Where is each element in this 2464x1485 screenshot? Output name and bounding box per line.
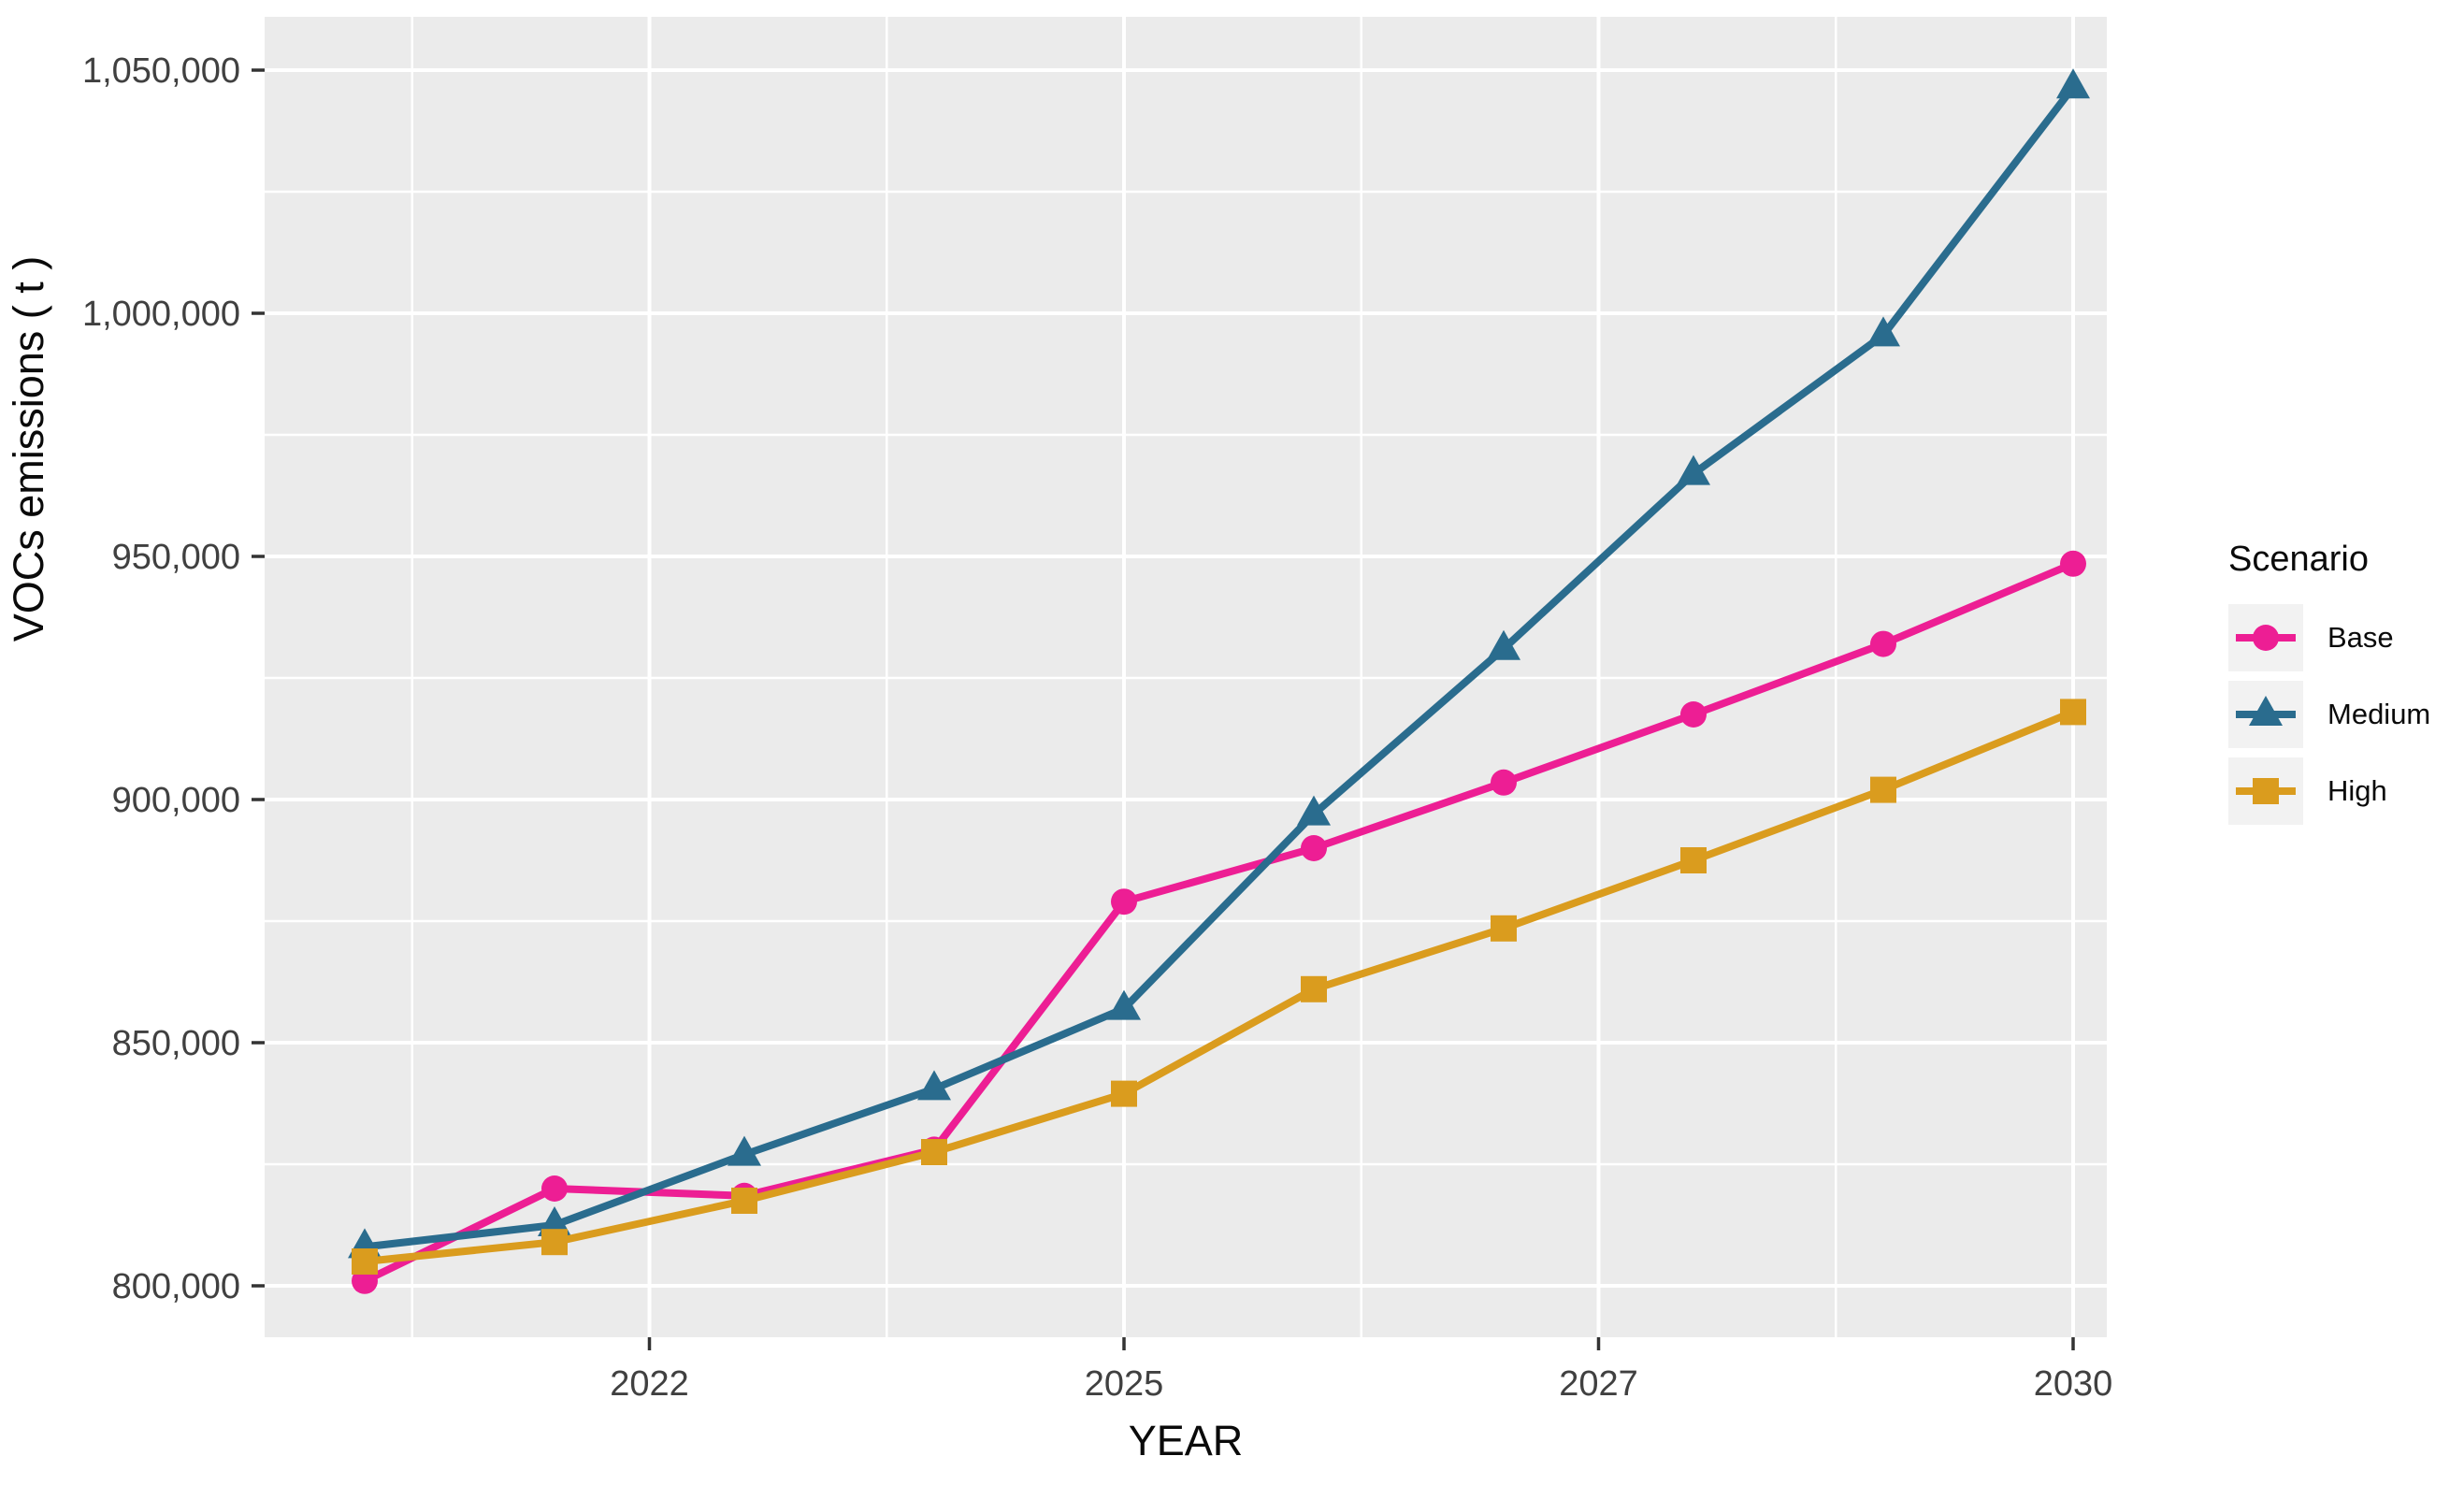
legend-key-circle-icon <box>2228 604 2303 671</box>
y-tick-label: 1,000,000 <box>82 295 240 334</box>
data-point-high-2028 <box>1680 847 1707 873</box>
data-point-high-2021 <box>352 1248 378 1275</box>
axis-tick-labels: 2022 2025 2027 2030 800,000 850,000 900,000 950… <box>82 51 2112 1404</box>
x-tick-label: 2025 <box>1085 1364 1164 1404</box>
y-tick-label: 800,000 <box>112 1267 240 1306</box>
data-point-medium-2030 <box>2056 68 2090 99</box>
legend-triangle-marker <box>2249 696 2283 726</box>
data-point-medium-2029 <box>1866 316 1900 347</box>
x-tick-label: 2027 <box>1559 1364 1638 1404</box>
data-point-high-2026 <box>1301 975 1327 1002</box>
data-point-base-2029 <box>1870 630 1896 657</box>
data-point-high-2027 <box>1491 915 1517 942</box>
y-tick-label: 850,000 <box>112 1024 240 1063</box>
legend-item-high: High <box>2228 757 2430 825</box>
legend: Scenario Base Medium High <box>2228 539 2430 825</box>
data-point-base-2027 <box>1491 769 1517 796</box>
legend-item-base: Base <box>2228 604 2430 671</box>
y-tick-label: 900,000 <box>112 781 240 820</box>
data-point-medium-2024 <box>917 1070 951 1101</box>
legend-square-marker <box>2253 778 2279 804</box>
data-point-base-2026 <box>1301 835 1327 861</box>
y-tick-label: 1,050,000 <box>82 51 240 91</box>
x-tick-label: 2022 <box>610 1364 689 1404</box>
series-high <box>352 699 2086 1275</box>
x-tick-label: 2030 <box>2034 1364 2113 1404</box>
legend-key-triangle-icon <box>2228 681 2303 748</box>
data-point-medium-2028 <box>1677 454 1710 485</box>
y-tick-label: 950,000 <box>112 538 240 577</box>
legend-label-medium: Medium <box>2327 698 2431 730</box>
legend-title: Scenario <box>2228 540 2369 579</box>
data-point-high-2025 <box>1111 1080 1137 1107</box>
series-line-high <box>364 708 2075 1265</box>
data-point-base-2025 <box>1111 888 1137 916</box>
data-point-base-2022 <box>541 1175 568 1202</box>
data-point-medium-2026 <box>1297 795 1331 826</box>
y-axis-title: VOCs emissions ( t ) <box>5 256 52 642</box>
data-point-medium-2025 <box>1107 989 1141 1020</box>
legend-key-square-icon <box>2228 757 2303 825</box>
x-axis-title: YEAR <box>1129 1417 1244 1464</box>
data-point-base-2030 <box>2060 550 2086 577</box>
data-point-high-2022 <box>541 1229 568 1256</box>
data-point-medium-2027 <box>1487 629 1520 660</box>
axis-tick-marks <box>252 68 2075 1350</box>
data-point-high-2030 <box>2060 699 2086 726</box>
legend-label-high: High <box>2327 774 2387 807</box>
legend-item-medium: Medium <box>2228 681 2430 748</box>
gridlines-major <box>265 17 2107 1337</box>
legend-label-base: Base <box>2327 621 2394 654</box>
legend-circle-marker <box>2253 625 2279 651</box>
data-point-base-2028 <box>1680 701 1707 728</box>
data-point-medium-2023 <box>728 1135 761 1166</box>
data-point-high-2024 <box>921 1139 947 1165</box>
data-point-medium-2022 <box>538 1206 571 1236</box>
series-layer <box>348 68 2090 1294</box>
data-point-high-2023 <box>731 1188 757 1214</box>
legend-rows: Base Medium High <box>2228 604 2430 825</box>
series-line-medium <box>364 84 2077 1251</box>
data-point-high-2029 <box>1870 776 1896 803</box>
